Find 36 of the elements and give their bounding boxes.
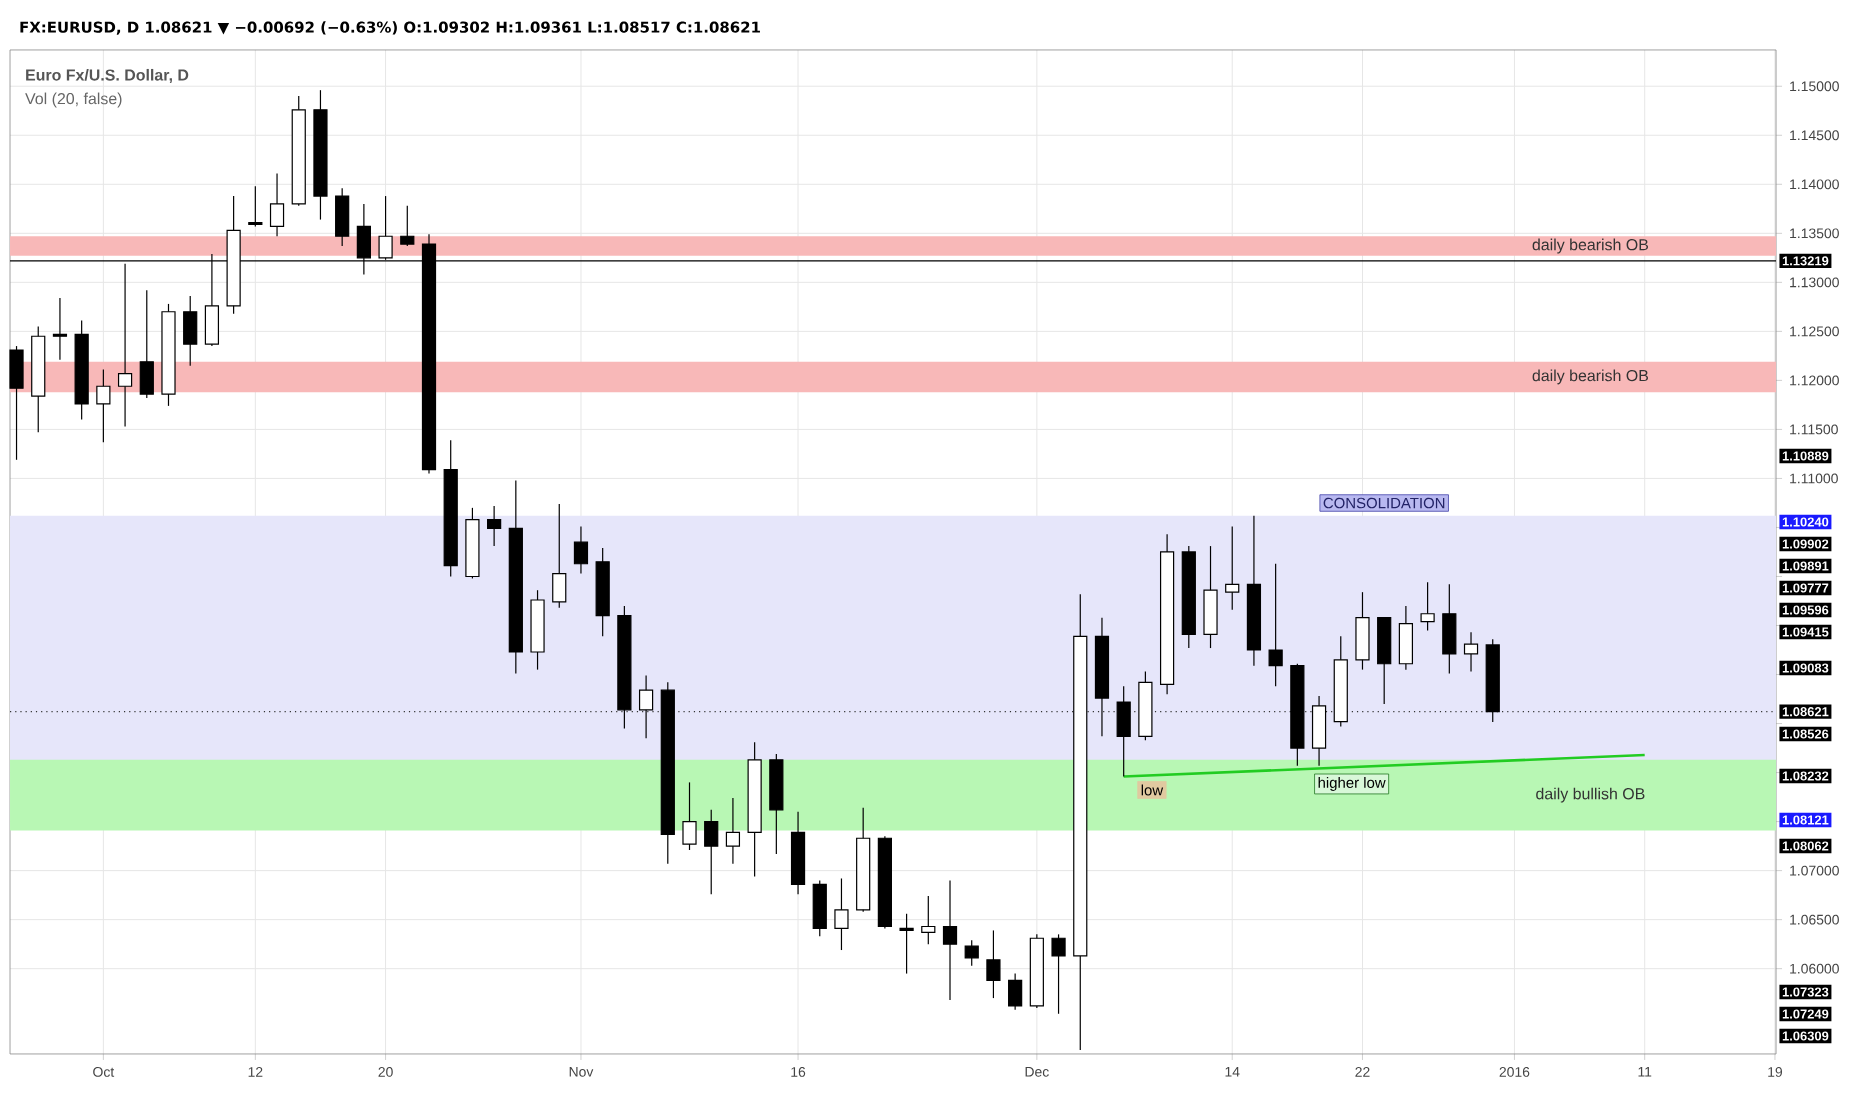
candlestick <box>899 913 914 975</box>
candlestick <box>1442 583 1457 675</box>
candlestick <box>1463 631 1479 673</box>
candlestick <box>400 205 415 247</box>
candlestick <box>1398 605 1414 671</box>
candlestick <box>682 781 697 851</box>
candlestick <box>1268 563 1283 687</box>
candlestick <box>269 172 285 237</box>
candlestick <box>248 185 263 228</box>
candlestick <box>335 187 350 247</box>
candlestick <box>573 525 589 575</box>
candlestick <box>964 939 979 967</box>
candlestick <box>638 674 654 739</box>
candlestick <box>725 797 741 865</box>
candlestick <box>96 369 111 443</box>
candlestick <box>183 295 198 367</box>
candlestick <box>942 879 958 1001</box>
candlestick <box>1203 545 1218 649</box>
candlestick <box>1311 695 1327 767</box>
candlestick <box>552 503 567 609</box>
candlestick <box>1116 685 1131 778</box>
candlestick <box>487 505 502 547</box>
candlestick <box>1355 591 1370 671</box>
candlestick <box>9 345 24 461</box>
candlestick <box>1377 617 1392 705</box>
candlestick <box>812 879 827 937</box>
candlestick <box>1008 972 1023 1011</box>
candlestick <box>834 877 849 951</box>
candlestick <box>921 895 936 945</box>
candlestick <box>1051 933 1066 1015</box>
candlestick <box>704 809 719 895</box>
candlestick <box>139 289 154 399</box>
candlestick <box>1225 525 1240 611</box>
candlestick <box>1420 581 1435 632</box>
candlestick <box>52 297 68 361</box>
candlestick <box>986 929 1001 999</box>
